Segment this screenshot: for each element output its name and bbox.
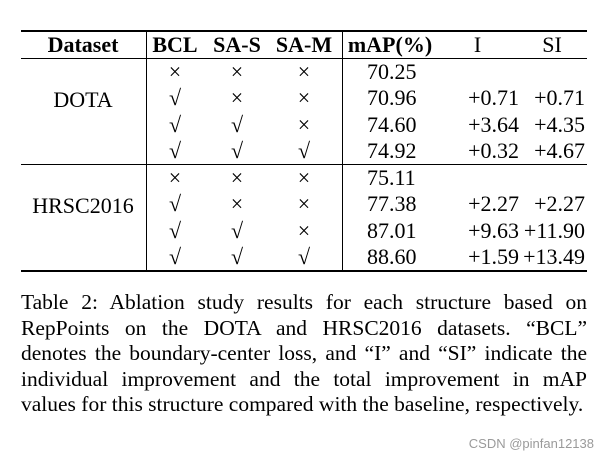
sa-m-mark: × (297, 217, 311, 243)
table-caption: Table 2: Ablation study results for each… (21, 290, 587, 417)
total-improvement: +0.71 (534, 85, 585, 111)
header-si: SI (542, 32, 562, 57)
sa-s-mark: √ (230, 111, 244, 137)
sa-m-mark: × (297, 191, 311, 217)
bcl-mark: √ (168, 191, 182, 217)
individual-improvement: +3.64 (468, 111, 519, 137)
dataset-label: DOTA (53, 86, 113, 112)
header-i: I (473, 32, 482, 57)
sa-s-mark: × (230, 165, 244, 190)
map-value: 77.38 (367, 191, 417, 217)
sa-m-mark: × (297, 59, 311, 84)
bcl-mark: × (168, 165, 182, 190)
header-rule (21, 58, 587, 59)
bottom-rule (21, 270, 587, 272)
sa-s-mark: √ (230, 217, 244, 243)
header-dataset: Dataset (47, 32, 119, 57)
individual-improvement: +0.32 (468, 137, 519, 163)
individual-improvement: +2.27 (468, 191, 519, 217)
map-value: 70.25 (367, 59, 417, 84)
sa-m-mark: × (297, 165, 311, 190)
individual-improvement: +9.63 (468, 217, 519, 243)
header-bcl: BCL (152, 32, 198, 57)
map-value: 88.60 (367, 243, 417, 269)
total-improvement: +4.67 (534, 137, 585, 163)
individual-improvement: +1.59 (468, 243, 519, 269)
sa-m-mark: √ (297, 243, 311, 269)
bcl-mark: √ (168, 137, 182, 163)
sa-m-mark: × (297, 111, 311, 137)
bcl-mark: √ (168, 111, 182, 137)
total-improvement: +13.49 (523, 243, 585, 269)
top-rule (21, 30, 587, 32)
sa-s-mark: × (230, 85, 244, 111)
group-rule (21, 164, 587, 165)
map-value: 74.92 (367, 137, 417, 163)
dataset-label: HRSC2016 (32, 192, 134, 218)
header-map: mAP(%) (347, 32, 433, 57)
total-improvement: +4.35 (534, 111, 585, 137)
column-separator (146, 30, 147, 271)
sa-s-mark: × (230, 191, 244, 217)
sa-m-mark: √ (297, 137, 311, 163)
column-separator (342, 30, 343, 271)
header-sa-s: SA-S (213, 32, 261, 57)
map-value: 75.11 (367, 165, 416, 190)
sa-s-mark: × (230, 59, 244, 84)
map-value: 87.01 (367, 217, 417, 243)
sa-m-mark: × (297, 85, 311, 111)
total-improvement: +2.27 (534, 191, 585, 217)
bcl-mark: × (168, 59, 182, 84)
map-value: 70.96 (367, 85, 417, 111)
bcl-mark: √ (168, 85, 182, 111)
watermark: CSDN @pinfan12138 (468, 436, 594, 451)
sa-s-mark: √ (230, 137, 244, 163)
bcl-mark: √ (168, 243, 182, 269)
total-improvement: +11.90 (523, 217, 585, 243)
individual-improvement: +0.71 (468, 85, 519, 111)
map-value: 74.60 (367, 111, 417, 137)
bcl-mark: √ (168, 217, 182, 243)
header-sa-m: SA-M (275, 32, 333, 57)
sa-s-mark: √ (230, 243, 244, 269)
